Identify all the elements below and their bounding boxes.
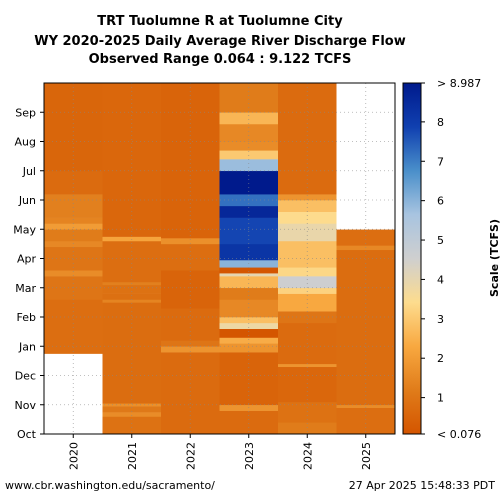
heatmap-cell-2023 — [219, 337, 279, 344]
heatmap-cell-2025 — [336, 407, 396, 435]
heatmap-cell-2024 — [278, 211, 337, 224]
heatmap-cell-2022 — [161, 352, 220, 435]
chart-title-line-1: TRT Tuolumne R at Tuolumne City — [97, 14, 343, 29]
heatmap-cell-2021 — [102, 293, 162, 300]
heatmap-gridlines — [44, 83, 395, 434]
heatmap-cell-2020 — [44, 170, 103, 195]
y-tick-label: May — [13, 223, 36, 236]
heatmap-cell-2020 — [44, 246, 103, 271]
colorbar-tick-label: 6 — [437, 195, 444, 208]
y-tick-label: Dec — [15, 370, 36, 383]
heatmap-cell-2024 — [278, 401, 337, 423]
heatmap-cell-2023 — [219, 273, 279, 277]
colorbar-tick-label: 7 — [437, 155, 444, 168]
heatmap-cell-2021 — [102, 236, 162, 242]
x-tick-label: 2021 — [126, 442, 139, 470]
heatmap-cell-2023 — [219, 322, 279, 329]
heatmap-cell-2021 — [102, 412, 162, 417]
heatmap-cell-2024 — [278, 276, 337, 289]
heatmap-cell-2021 — [102, 299, 162, 303]
y-tick-label: Aug — [15, 136, 36, 149]
heatmap-cell-2023 — [219, 112, 279, 125]
heatmap-cell-2025 — [336, 229, 396, 246]
colorbar-tick-label: 8 — [437, 116, 444, 129]
heatmap-cell-2024 — [278, 194, 337, 201]
colorbar-ticks: 1 2 3 4 5 6 7 8 — [421, 82, 444, 435]
y-tick-label: Jul — [22, 165, 36, 178]
x-tick-label: 2025 — [360, 442, 373, 470]
heatmap-cell-2020 — [44, 217, 103, 224]
heatmap-cell-2020 — [44, 270, 103, 277]
y-tick-label: Mar — [15, 282, 36, 295]
heatmap-cell-2024 — [278, 363, 337, 368]
heatmap-cell-2022 — [161, 346, 220, 353]
chart-title-line-3: Observed Range 0.064 : 9.122 TCFS — [89, 52, 352, 67]
heatmap-cell-2020 — [44, 240, 103, 248]
heatmap-cell-2024 — [278, 366, 337, 403]
heatmap-cell-2021 — [102, 406, 162, 413]
colorbar-axis-label: Scale (TCFS) — [488, 219, 500, 297]
heatmap-cell-2023 — [219, 123, 279, 142]
heatmap-cell-2024 — [278, 422, 337, 435]
heatmap-cell-2023 — [219, 141, 279, 151]
heatmap-cell-2020 — [44, 353, 103, 435]
heatmap-cell-2023 — [219, 170, 279, 195]
footer-source: www.cbr.washington.edu/sacramento/ — [5, 479, 215, 492]
heatmap-cell-2021 — [102, 403, 162, 407]
heatmap-cell-2023 — [219, 217, 279, 245]
footer-timestamp: 27 Apr 2025 15:48:33 PDT — [349, 479, 496, 492]
heatmap-cell-2020 — [44, 194, 103, 218]
heatmap-cell-2021 — [102, 284, 162, 294]
colorbar — [402, 82, 422, 435]
colorbar-tick-label: 1 — [437, 392, 444, 405]
heatmap-cell-2021 — [102, 302, 162, 404]
heatmap-cell-2023 — [219, 328, 279, 338]
y-tick-label: Jan — [18, 340, 36, 353]
heatmap-cell-2023 — [219, 276, 279, 289]
colorbar-tick-label: 3 — [437, 313, 444, 326]
heatmap-cell-2023 — [219, 267, 279, 274]
heatmap-cell-2023 — [219, 150, 279, 160]
heatmap-cell-2022 — [161, 238, 220, 245]
heatmap-cell-2023 — [219, 317, 279, 324]
heatmap-cell-2024 — [278, 287, 337, 294]
heatmap-cell-2023 — [219, 243, 279, 261]
heatmap-cell-2022 — [161, 243, 220, 271]
heatmap-cell-2020 — [44, 299, 103, 354]
colorbar-tick-label: 4 — [437, 273, 444, 286]
y-axis-month-ticks: Oct Nov Dec Jan Feb Mar Apr May Jun Jul Aug Sep — [13, 106, 44, 441]
y-tick-label: Apr — [17, 253, 37, 266]
heatmap-cell-2021 — [102, 416, 162, 435]
x-tick-label: 2020 — [67, 442, 80, 470]
x-tick-label: 2024 — [301, 442, 314, 470]
heatmap-cell-2025 — [336, 404, 396, 408]
heatmap-cell-2024 — [278, 293, 337, 312]
heatmap-cell-2023 — [219, 299, 279, 318]
heatmap-cell-2023 — [219, 410, 279, 435]
y-tick-label: Jun — [18, 194, 36, 207]
colorbar-bottom-label: < 0.076 — [437, 428, 481, 441]
heatmap-cell-2023 — [219, 159, 279, 172]
heatmap-cell-2024 — [278, 223, 337, 242]
x-tick-label: 2023 — [243, 442, 256, 470]
heatmap-cell-2022 — [161, 83, 220, 239]
y-tick-label: Sep — [15, 106, 36, 119]
x-axis-year-ticks: 2020 2021 2022 2023 2024 2025 — [67, 434, 373, 470]
colorbar-tick-label: 5 — [437, 234, 444, 247]
chart-title-line-2: WY 2020-2025 Daily Average River Dischar… — [34, 34, 406, 49]
heatmap-cell-2024 — [278, 200, 337, 212]
y-tick-label: Nov — [15, 399, 37, 412]
y-tick-label: Oct — [17, 428, 37, 441]
heatmap-cell-2023 — [219, 352, 279, 406]
heatmap-cell-2023 — [219, 287, 279, 300]
heatmap-cell-2022 — [161, 270, 220, 309]
colorbar-top-label: > 8.987 — [437, 77, 481, 90]
colorbar-tick-label: 2 — [437, 352, 444, 365]
heatmap-cell-2024 — [278, 311, 337, 324]
x-tick-label: 2022 — [184, 442, 197, 470]
heatmap-cell-2020 — [44, 223, 103, 230]
y-tick-label: Feb — [17, 311, 36, 324]
